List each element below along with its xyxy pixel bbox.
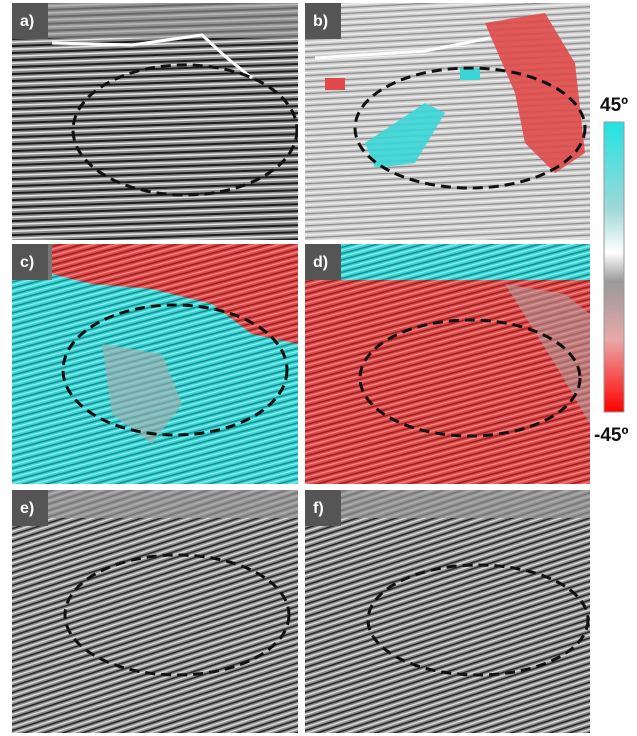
- panel-label: d): [313, 254, 328, 271]
- panel-e: e): [12, 490, 298, 733]
- colorbar-max: 45º: [600, 95, 628, 116]
- colorbar: [603, 121, 625, 413]
- panel-label: f): [313, 500, 324, 517]
- panel-f: f): [305, 490, 590, 733]
- panel-label: a): [20, 13, 34, 30]
- panel-a: a): [12, 3, 298, 240]
- panel-label: e): [20, 500, 34, 517]
- colorbar-min: -45º: [594, 425, 628, 446]
- panel-d: d): [305, 244, 590, 484]
- panel-c: c): [12, 244, 298, 484]
- panel-label: c): [20, 254, 34, 271]
- panel-label: b): [313, 13, 328, 30]
- panel-b: b): [305, 3, 590, 240]
